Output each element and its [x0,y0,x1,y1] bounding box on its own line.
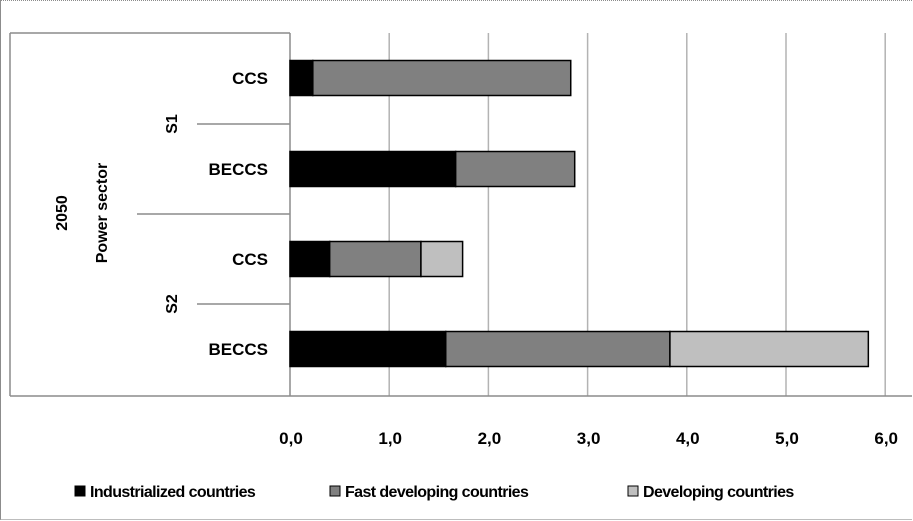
bar-segment [289,59,314,97]
category-axis [9,32,912,397]
scenario-label-s2: S2 [164,294,181,314]
bar-segment [669,330,870,368]
bar-segment [289,330,447,368]
bar-segment [420,240,464,278]
bar-segment [289,240,331,278]
x-tick-label: 1,0 [378,429,402,448]
legend-label: Industrialized countries [90,484,256,501]
legend-swatch [627,485,639,497]
bar-segment [328,240,422,278]
legend-item: Industrialized countries [74,484,256,501]
x-tick-label: 5,0 [775,429,799,448]
bar-segment [444,330,671,368]
legend-swatch [329,485,341,497]
sector-label: Power sector [94,163,111,263]
bar-segment [289,150,457,188]
group-label: 2050 [54,195,71,231]
bar-segment [454,150,576,188]
x-tick-label: 3,0 [577,429,601,448]
legend-item: Fast developing countries [329,484,530,501]
scenario-label-s1: S1 [164,114,181,134]
x-tick-label: 2,0 [478,429,502,448]
bars [289,59,870,368]
category-label: BECCS [208,340,268,359]
legend-label: Developing countries [643,484,794,501]
category-label: CCS [232,250,268,269]
category-label: BECCS [208,160,268,179]
x-tick-labels: 0,0 1,0 2,0 3,0 4,0 5,0 6,0 [279,429,898,448]
x-tick-label: 0,0 [279,429,303,448]
legend-label: Fast developing countries [345,484,529,501]
axis-labels: 2050 Power sector S1 S2 CCS BECCS CCS BECCS [54,69,268,359]
bar-segment [312,59,572,97]
x-tick-label: 4,0 [676,429,700,448]
x-tick-label: 6,0 [874,429,898,448]
legend: Industrialized countries Fast developing … [74,484,795,501]
legend-swatch [74,485,86,497]
category-label: CCS [232,69,268,88]
legend-item: Developing countries [627,484,795,501]
